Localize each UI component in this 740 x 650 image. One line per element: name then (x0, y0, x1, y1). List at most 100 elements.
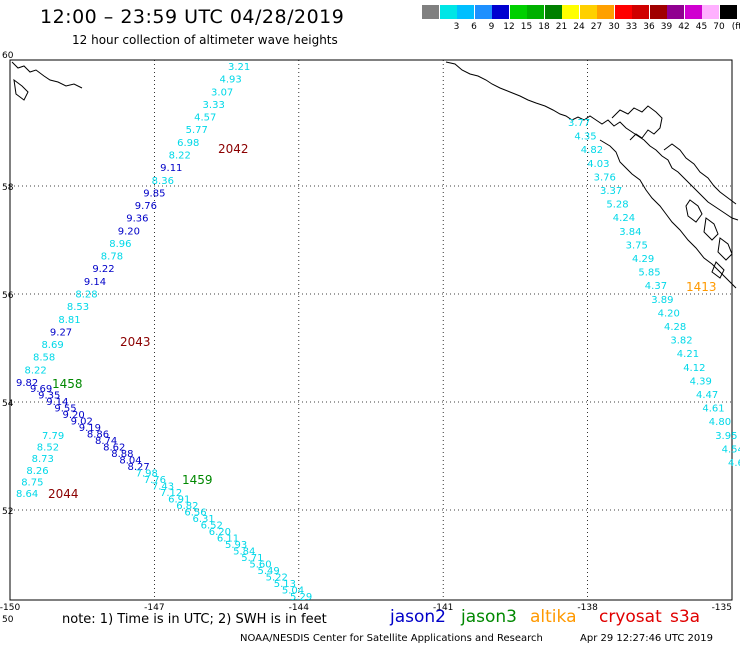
swh-label: 9.55 (54, 404, 76, 415)
swh-label: 8.81 (58, 315, 80, 326)
legend-swatch (702, 5, 719, 19)
legend-label: 42 (678, 22, 690, 32)
legend-label: 21 (555, 22, 568, 32)
swh-label: 6.56 (184, 508, 206, 519)
swh-label: 3.21 (228, 62, 250, 73)
swh-label: 6.20 (209, 527, 231, 538)
swh-label: 8.53 (67, 302, 89, 313)
swh-label: 4.29 (632, 254, 654, 265)
swh-label: 4.61 (702, 404, 724, 415)
pass-time-label: 2043 (120, 335, 151, 349)
pass-time-label: 1459 (182, 473, 213, 487)
swh-label: 9.20 (63, 410, 85, 421)
swh-label: 8.75 (21, 477, 43, 488)
swh-label: 8.28 (75, 290, 97, 301)
swh-label: 5.49 (258, 566, 280, 577)
swh-label: 3.95 (715, 431, 737, 442)
lon-label: -147 (144, 603, 164, 613)
swh-label: 3.75 (626, 240, 648, 251)
swh-label: 4.37 (645, 281, 667, 292)
swh-label: 4.21 (677, 349, 699, 360)
map-subtitle: 12 hour collection of altimeter wave hei… (72, 33, 338, 47)
lon-label: -138 (577, 603, 598, 613)
swh-label: 7.98 (136, 469, 158, 480)
legend-swatch (527, 5, 544, 19)
legend-swatch (422, 5, 439, 19)
kodiak-fragment (13, 78, 29, 101)
swh-label: 6.31 (193, 514, 215, 525)
swh-label: 8.04 (119, 456, 141, 467)
swh-label: 3.82 (670, 336, 692, 347)
swh-label: 4.12 (683, 363, 705, 374)
swh-label: 6.52 (201, 521, 223, 532)
pass-time-label: 2042 (218, 142, 249, 156)
swh-label: 5.77 (186, 125, 208, 136)
lat-label: 54 (2, 399, 14, 409)
swh-label: 9.35 (38, 391, 60, 402)
swh-label: 3.07 (211, 87, 233, 98)
pass-time-label: 1413 (686, 280, 717, 294)
swh-label: 3.37 (600, 186, 622, 197)
legend-swatch (614, 5, 632, 19)
swh-label: 5.04 (282, 586, 304, 597)
legend-label: 70 (713, 22, 725, 32)
swh-label: 9.02 (71, 417, 93, 428)
legend-label: 45 (695, 22, 708, 32)
swh-label: 6.98 (177, 138, 199, 149)
legend-swatch (544, 5, 562, 19)
legend-label: 12 (503, 22, 515, 32)
satellite-name: jason3 (461, 607, 517, 627)
swh-label: 4.80 (709, 417, 731, 428)
satellite-name: cryosat (599, 607, 662, 627)
swh-label: 4.47 (696, 390, 718, 401)
swh-label: 7.43 (152, 482, 174, 493)
altimeter-tracks: 3.214.933.073.334.575.776.988.229.118.36… (16, 62, 740, 603)
swh-label: 8.58 (33, 353, 55, 364)
legend-label: 27 (590, 22, 603, 32)
swh-label: 9.19 (79, 423, 101, 434)
swh-label: 4.20 (658, 308, 680, 319)
swh-label: 5.13 (274, 579, 296, 590)
legend-label: 36 (643, 22, 655, 32)
legend-label: 15 (520, 22, 533, 32)
swh-label: 4.57 (194, 113, 216, 124)
legend-swatch (667, 5, 684, 19)
swh-label: 8.74 (95, 436, 117, 447)
swh-label: 6.82 (176, 501, 198, 512)
swh-label: 9.11 (160, 163, 182, 174)
legend-swatch (684, 5, 702, 19)
island-east-2 (703, 217, 719, 241)
legend-swatch (632, 5, 649, 19)
legend-swatch (579, 5, 597, 19)
swh-label: 7.79 (42, 431, 64, 442)
legend-unit: (ft) (731, 22, 740, 32)
legend-swatch (474, 5, 492, 19)
swh-label: 4.82 (581, 145, 603, 156)
swh-label: 5.28 (606, 200, 628, 211)
island-east-3 (717, 237, 733, 261)
swh-label: 9.82 (16, 378, 38, 389)
swh-label: 5.93 (225, 540, 247, 551)
legend-label: 30 (608, 22, 620, 32)
swh-label: 8.86 (87, 430, 109, 441)
swh-label: 3.76 (594, 172, 616, 183)
swh-label: 9.27 (50, 327, 72, 338)
coastline-islands (599, 139, 737, 289)
legend-swatch (562, 5, 579, 19)
legend-label: 6 (471, 22, 477, 32)
map-title: 12:00 – 23:59 UTC 04/28/2019 (40, 6, 345, 28)
swh-label: 4.35 (574, 132, 596, 143)
timestamp-text: Apr 29 12:27:46 UTC 2019 (580, 633, 713, 644)
swh-label: 8.26 (26, 466, 48, 477)
lon-label: -141 (433, 603, 453, 613)
swh-label: 8.96 (109, 239, 131, 250)
satellite-name: jason2 (390, 607, 446, 627)
swh-label: 5.84 (233, 547, 255, 558)
map-frame (9, 59, 733, 601)
lat-label: 56 (2, 291, 14, 301)
swh-label: 3.77 (568, 118, 590, 129)
satellite-name: altika (530, 607, 577, 627)
swh-label: 8.27 (128, 462, 150, 473)
legend-swatch (719, 5, 737, 19)
